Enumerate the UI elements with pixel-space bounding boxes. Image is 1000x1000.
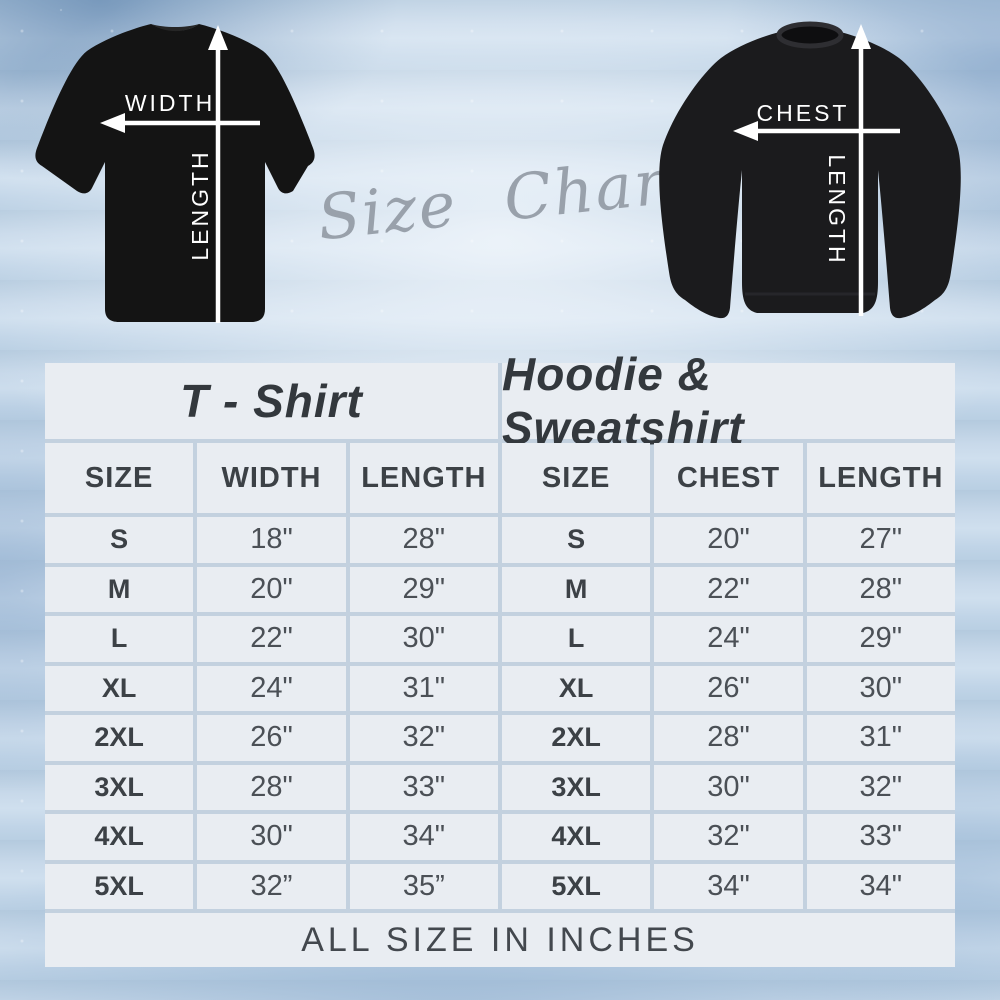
length-arrowhead-icon: [851, 24, 871, 49]
tshirt-width-label: WIDTH: [125, 90, 215, 116]
value-cell: 20": [197, 566, 346, 612]
sweatshirt-dimension-arrows: [753, 44, 900, 316]
size-cell: 3XL: [45, 764, 194, 810]
tshirt-collar: [151, 24, 199, 32]
size-cell: 2XL: [45, 715, 194, 761]
chest-arrowhead-icon: [733, 121, 758, 141]
value-cell: 32": [806, 764, 955, 810]
tshirt-illustration: WIDTH LENGTH: [35, 24, 315, 323]
value-cell: 34": [654, 863, 803, 909]
value-cell: 28": [349, 517, 498, 563]
value-cell: 31": [349, 665, 498, 711]
tshirt-header-length: LENGTH: [349, 443, 498, 513]
value-cell: 33": [349, 764, 498, 810]
value-cell: 26": [654, 665, 803, 711]
size-cell: 2XL: [501, 715, 651, 761]
tshirt-table-title: T - Shirt: [45, 363, 498, 439]
size-cell: S: [501, 517, 651, 563]
value-cell: 22": [654, 566, 803, 612]
value-cell: 30": [349, 616, 498, 662]
tshirt-body: [35, 24, 315, 322]
value-cell: 34": [806, 863, 955, 909]
size-cell: L: [501, 616, 651, 662]
value-cell: 27": [806, 517, 955, 563]
size-cell: 5XL: [45, 863, 194, 909]
size-cell: 4XL: [501, 814, 651, 860]
size-table: T - Shirt Hoodie & Sweatshirt SIZE WIDTH…: [45, 348, 955, 967]
width-arrowhead-icon: [100, 113, 125, 133]
tshirt-dimension-arrows: [120, 46, 260, 323]
value-cell: 30": [806, 665, 955, 711]
value-cell: 24": [197, 665, 346, 711]
size-cell: 3XL: [501, 764, 651, 810]
value-cell: 28": [654, 715, 803, 761]
size-cell: M: [45, 566, 194, 612]
value-cell: 26": [197, 715, 346, 761]
value-cell: 20": [654, 517, 803, 563]
value-cell: 35”: [349, 863, 498, 909]
value-cell: 32”: [197, 863, 346, 909]
hoodie-header-chest: CHEST: [654, 443, 803, 513]
sweatshirt-illustration: CHEST LENGTH: [659, 21, 961, 319]
size-cell: XL: [501, 665, 651, 711]
value-cell: 34": [349, 814, 498, 860]
units-note: ALL SIZE IN INCHES: [45, 913, 955, 967]
tshirt-header-size: SIZE: [45, 443, 194, 513]
size-cell: L: [45, 616, 194, 662]
value-cell: 30": [654, 764, 803, 810]
value-cell: 29": [349, 566, 498, 612]
value-cell: 33": [806, 814, 955, 860]
tshirt-header-width: WIDTH: [197, 443, 346, 513]
sweatshirt-collar: [776, 21, 844, 49]
sweatshirt-body: [659, 32, 961, 319]
value-cell: 32": [349, 715, 498, 761]
value-cell: 24": [654, 616, 803, 662]
value-cell: 30": [197, 814, 346, 860]
value-cell: 31": [806, 715, 955, 761]
size-cell: 4XL: [45, 814, 194, 860]
sweatshirt-chest-label: CHEST: [757, 100, 850, 126]
size-cell: M: [501, 566, 651, 612]
size-cell: S: [45, 517, 194, 563]
value-cell: 18": [197, 517, 346, 563]
hoodie-header-size: SIZE: [501, 443, 651, 513]
value-cell: 28": [806, 566, 955, 612]
value-cell: 29": [806, 616, 955, 662]
hoodie-table-title: Hoodie & Sweatshirt: [501, 348, 955, 454]
value-cell: 28": [197, 764, 346, 810]
size-cell: 5XL: [501, 863, 651, 909]
length-arrowhead-icon: [208, 25, 228, 50]
sweatshirt-length-label: LENGTH: [824, 154, 850, 265]
tshirt-length-label: LENGTH: [187, 149, 213, 260]
value-cell: 32": [654, 814, 803, 860]
hoodie-header-length: LENGTH: [806, 443, 955, 513]
value-cell: 22": [197, 616, 346, 662]
size-cell: XL: [45, 665, 194, 711]
